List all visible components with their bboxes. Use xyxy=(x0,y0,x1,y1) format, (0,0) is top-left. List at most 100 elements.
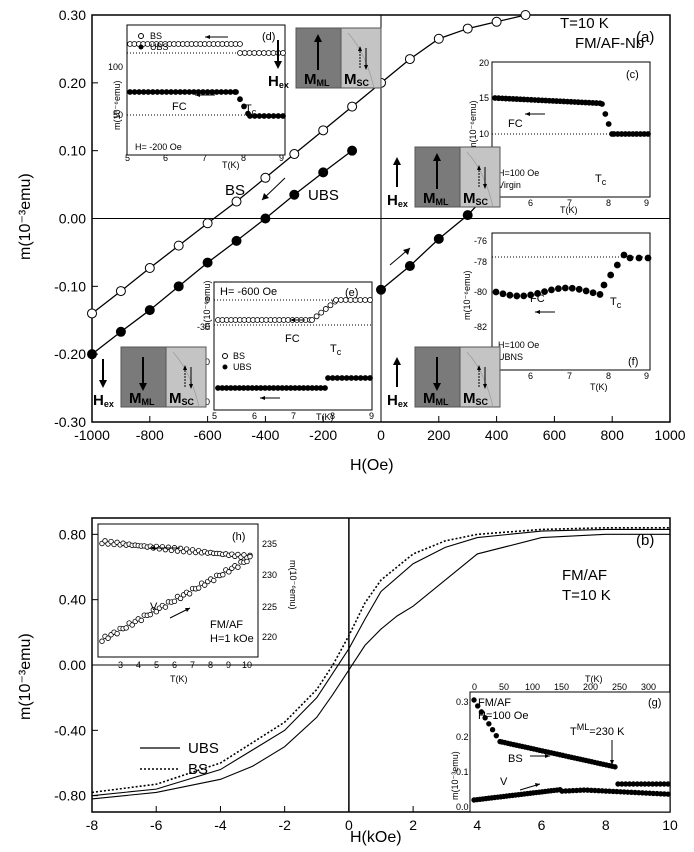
inset-point xyxy=(362,375,369,381)
a-xtick: 200 xyxy=(427,427,451,443)
inset-e: (e) H= -600 Oe FC Tc m(10⁻⁶emu) T(K) 5 6 7… xyxy=(197,281,374,422)
svg-text:10: 10 xyxy=(242,660,252,670)
inset-point xyxy=(568,284,576,292)
a-ytick: -0.20 xyxy=(54,346,86,362)
a-point xyxy=(404,260,415,271)
svg-text:Tc: Tc xyxy=(610,296,622,310)
inset-point xyxy=(246,50,253,56)
inset-point xyxy=(329,375,336,381)
inset-point xyxy=(123,625,129,631)
inset-point xyxy=(241,50,248,56)
svg-text:V: V xyxy=(500,776,508,788)
inset-point xyxy=(313,313,320,320)
inset-point xyxy=(612,764,618,770)
b-xtick: -4 xyxy=(214,817,227,833)
b-ytick: -0.80 xyxy=(54,788,86,804)
svg-text:(f): (f) xyxy=(628,356,638,368)
a-xtick: 400 xyxy=(485,427,509,443)
inset-point xyxy=(220,572,226,578)
inset-point xyxy=(339,375,345,381)
inset-point xyxy=(114,630,120,637)
a-point xyxy=(433,33,444,44)
inset-point xyxy=(244,558,250,565)
inset-point xyxy=(322,306,329,312)
svg-text:FM/AF: FM/AF xyxy=(210,619,243,631)
inset-point xyxy=(129,622,135,628)
inset-point xyxy=(337,297,344,303)
svg-text:(c): (c) xyxy=(626,69,639,81)
a-point xyxy=(520,10,531,20)
inset-point xyxy=(513,292,521,300)
a-point xyxy=(231,235,242,246)
inset-c: (c) H=100 Oe Virgin FC Tc m(10⁻⁶emu) T(K… xyxy=(468,58,651,215)
svg-text:m(10⁻⁶emu): m(10⁻⁶emu) xyxy=(468,101,478,150)
a-point xyxy=(115,286,126,297)
svg-text:(g): (g) xyxy=(648,697,661,709)
a-point xyxy=(87,349,97,360)
inset-point xyxy=(325,375,331,381)
inset-point xyxy=(555,285,562,292)
panel-b-sample: FM/AF xyxy=(562,567,607,584)
svg-text:3: 3 xyxy=(118,660,123,670)
inset-point xyxy=(171,598,178,605)
svg-text:9: 9 xyxy=(226,660,231,670)
inset-point xyxy=(275,113,282,119)
svg-text:-76: -76 xyxy=(474,236,487,246)
inset-point xyxy=(489,727,496,733)
inset-point xyxy=(602,111,609,117)
panel-a: -1000 -800 -600 -400 -200 0 200 400 600 800 1000-0… xyxy=(17,7,686,474)
svg-text:6: 6 xyxy=(528,198,533,208)
inset-point xyxy=(482,715,488,721)
inset-point xyxy=(334,375,341,381)
svg-text:H=100 Oe: H=100 Oe xyxy=(498,168,539,178)
svg-text:BS: BS xyxy=(150,31,162,41)
inset-g: (g) FM/AF H=100 Oe BS V TML=230 K m(10⁻³… xyxy=(450,674,671,813)
a-point xyxy=(376,284,386,295)
svg-text:UBNS: UBNS xyxy=(498,352,523,362)
a-ytick: 0.10 xyxy=(59,143,86,159)
inset-point xyxy=(613,261,621,269)
svg-text:FC: FC xyxy=(172,101,187,113)
inset-point xyxy=(644,254,652,262)
inset-point xyxy=(471,697,477,703)
b-series-line xyxy=(91,533,670,800)
a-point xyxy=(318,125,329,136)
inset-point xyxy=(596,291,604,298)
svg-text:7: 7 xyxy=(291,411,296,421)
inset-point xyxy=(600,281,608,289)
b-xtick: -6 xyxy=(150,817,163,833)
inset-point xyxy=(527,291,535,299)
svg-text:7: 7 xyxy=(190,660,195,670)
a-xtick: -600 xyxy=(194,427,222,443)
inset-point xyxy=(195,585,202,591)
svg-text:-82: -82 xyxy=(474,322,487,332)
inset-point xyxy=(357,297,364,303)
panel-b-label: (b) xyxy=(636,532,654,549)
inset-point xyxy=(635,254,643,262)
inset-point xyxy=(265,50,272,56)
inset-point xyxy=(327,302,334,309)
b-xtick: 10 xyxy=(662,817,678,833)
svg-text:H= -600 Oe: H= -600 Oe xyxy=(220,286,277,298)
svg-text:-80: -80 xyxy=(474,287,487,297)
inset-point xyxy=(541,288,548,296)
svg-text:20: 20 xyxy=(479,58,489,68)
panel-a-temp: T=10 K xyxy=(560,15,609,32)
svg-text:H=100 Oe: H=100 Oe xyxy=(498,340,539,350)
a-point xyxy=(347,145,358,156)
svg-text:Tc: Tc xyxy=(595,173,607,187)
a-point xyxy=(433,233,444,244)
inset-point xyxy=(353,375,359,381)
svg-text:230: 230 xyxy=(262,570,277,580)
a-xtick: 800 xyxy=(601,427,625,443)
svg-text:250: 250 xyxy=(612,682,627,692)
svg-text:8: 8 xyxy=(241,153,246,163)
svg-text:H=100 Oe: H=100 Oe xyxy=(478,710,528,722)
svg-text:0: 0 xyxy=(472,682,477,692)
a-point xyxy=(173,240,184,251)
inset-point xyxy=(322,385,328,391)
svg-text:m(10⁻⁶emu): m(10⁻⁶emu) xyxy=(112,81,122,130)
inset-point xyxy=(177,595,184,602)
